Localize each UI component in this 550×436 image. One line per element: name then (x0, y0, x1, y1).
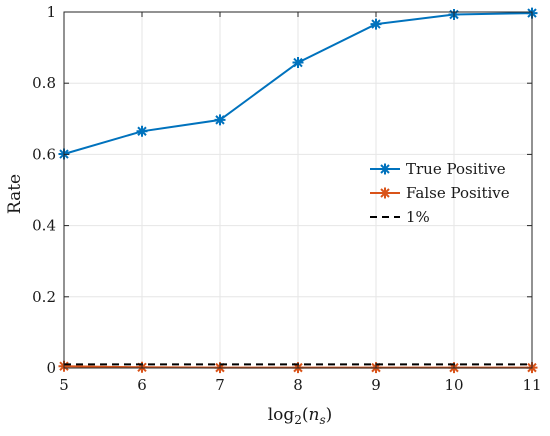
legend-label: 1% (406, 208, 430, 226)
data-point (136, 125, 148, 137)
y-axis-label: Rate (5, 174, 25, 214)
legend-label: False Positive (406, 184, 510, 202)
y-tick-label: 0.8 (32, 74, 56, 92)
y-tick-label: 0.2 (32, 288, 56, 306)
data-point (370, 18, 382, 30)
y-tick-label: 0.6 (32, 145, 56, 163)
legend-label: True Positive (406, 160, 506, 178)
data-point (292, 57, 304, 69)
x-tick-label: 7 (215, 376, 225, 394)
data-point (214, 114, 226, 126)
legend-marker (379, 163, 391, 175)
x-tick-label: 10 (444, 376, 463, 394)
y-tick-label: 1 (46, 3, 56, 21)
legend: True Positive False Positive 1% (370, 160, 510, 226)
x-tick-label: 6 (137, 376, 147, 394)
y-tick-label: 0 (46, 359, 56, 377)
x-tick-label: 11 (522, 376, 541, 394)
x-axis-label: log2(ns) (268, 405, 333, 427)
legend-marker (379, 187, 391, 199)
y-tick-label: 0.4 (32, 217, 56, 235)
x-tick-label: 9 (371, 376, 381, 394)
ticks: 5 6 7 8 9 10 11 0 0.2 0.4 0.6 0.8 1 (32, 3, 541, 394)
x-tick-label: 8 (293, 376, 303, 394)
x-tick-label: 5 (59, 376, 69, 394)
